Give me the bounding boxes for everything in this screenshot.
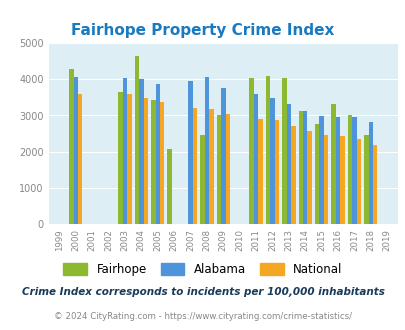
Bar — [339, 136, 344, 224]
Bar — [167, 149, 171, 224]
Bar — [204, 77, 209, 224]
Bar — [368, 122, 372, 224]
Bar — [314, 124, 319, 224]
Bar — [73, 77, 78, 224]
Bar — [225, 115, 229, 224]
Bar — [160, 102, 164, 224]
Bar — [139, 79, 143, 224]
Bar — [302, 111, 307, 224]
Bar — [298, 111, 302, 224]
Bar — [330, 104, 335, 224]
Bar — [188, 81, 192, 224]
Bar — [281, 79, 286, 224]
Bar — [323, 135, 328, 224]
Bar — [155, 83, 160, 224]
Bar — [78, 94, 82, 224]
Bar — [134, 56, 139, 224]
Bar — [216, 115, 221, 224]
Bar — [319, 116, 323, 224]
Text: Crime Index corresponds to incidents per 100,000 inhabitants: Crime Index corresponds to incidents per… — [21, 287, 384, 297]
Bar — [290, 126, 295, 224]
Bar — [265, 76, 270, 224]
Bar — [347, 115, 352, 224]
Bar — [286, 104, 290, 224]
Bar — [200, 135, 204, 224]
Bar — [270, 98, 274, 224]
Bar — [253, 94, 258, 224]
Legend: Fairhope, Alabama, National: Fairhope, Alabama, National — [58, 258, 347, 281]
Bar — [209, 109, 213, 224]
Bar — [118, 92, 122, 224]
Bar — [363, 135, 368, 224]
Bar — [122, 78, 127, 224]
Bar — [335, 116, 339, 224]
Text: © 2024 CityRating.com - https://www.cityrating.com/crime-statistics/: © 2024 CityRating.com - https://www.city… — [54, 312, 351, 321]
Bar — [274, 120, 278, 224]
Bar — [221, 88, 225, 224]
Bar — [307, 131, 311, 224]
Bar — [192, 108, 197, 224]
Bar — [143, 98, 147, 224]
Bar — [249, 78, 253, 224]
Bar — [372, 145, 377, 224]
Text: Fairhope Property Crime Index: Fairhope Property Crime Index — [71, 23, 334, 38]
Bar — [127, 94, 131, 224]
Bar — [69, 69, 73, 224]
Bar — [151, 100, 155, 224]
Bar — [258, 119, 262, 224]
Bar — [352, 117, 356, 224]
Bar — [356, 139, 360, 224]
